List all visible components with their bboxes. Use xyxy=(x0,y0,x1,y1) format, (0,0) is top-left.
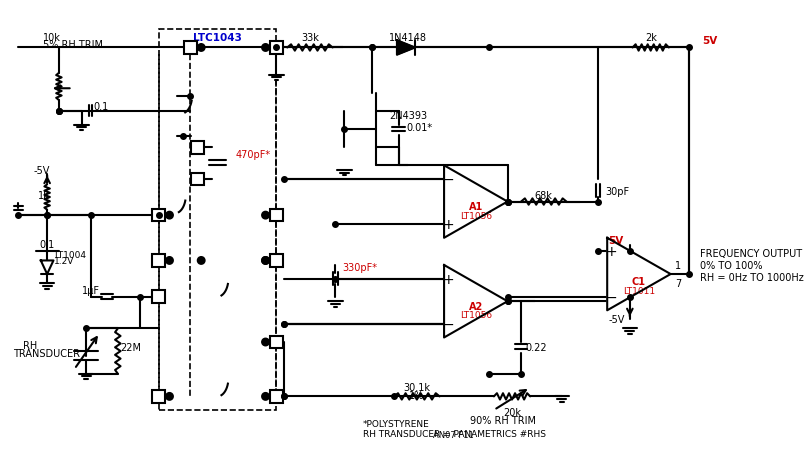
Bar xyxy=(152,390,165,403)
Bar xyxy=(191,173,204,186)
Text: 0.01*: 0.01* xyxy=(406,123,432,133)
Bar xyxy=(159,30,276,410)
Text: LT1011: LT1011 xyxy=(623,286,655,295)
Circle shape xyxy=(166,257,173,264)
Bar xyxy=(152,255,165,267)
Text: LT1056: LT1056 xyxy=(459,211,492,220)
Text: 14: 14 xyxy=(270,211,283,221)
Text: 13: 13 xyxy=(152,211,165,221)
Circle shape xyxy=(166,212,173,219)
Text: 8: 8 xyxy=(273,44,280,53)
Text: 11: 11 xyxy=(191,143,204,153)
Text: AN07 F11: AN07 F11 xyxy=(433,430,473,439)
Text: C1: C1 xyxy=(632,277,646,287)
Circle shape xyxy=(262,257,269,264)
Circle shape xyxy=(262,338,269,346)
Text: 15: 15 xyxy=(270,392,283,401)
Circle shape xyxy=(262,45,269,52)
Text: TRANSDUCER: TRANSDUCER xyxy=(13,348,80,358)
Text: A1: A1 xyxy=(468,201,483,212)
Text: 90% RH TRIM: 90% RH TRIM xyxy=(470,415,536,425)
Text: 33k: 33k xyxy=(301,32,319,43)
Text: 5: 5 xyxy=(273,256,280,266)
Circle shape xyxy=(197,257,205,264)
Text: 1.2V: 1.2V xyxy=(54,257,75,265)
Text: +: + xyxy=(606,245,617,259)
Text: 22M: 22M xyxy=(121,342,142,352)
Text: LTC1043: LTC1043 xyxy=(193,32,242,43)
Text: A2: A2 xyxy=(468,301,483,311)
Polygon shape xyxy=(444,166,508,238)
Text: +: + xyxy=(442,218,455,232)
Text: 2: 2 xyxy=(156,292,162,302)
Text: LT1004: LT1004 xyxy=(54,250,86,259)
Text: 0.1: 0.1 xyxy=(93,102,109,112)
Text: LT1056: LT1056 xyxy=(459,311,492,319)
Text: 20k: 20k xyxy=(503,407,521,417)
Text: -5V: -5V xyxy=(34,165,50,175)
Text: 5V: 5V xyxy=(609,235,624,245)
Text: 30.1k: 30.1k xyxy=(403,382,430,393)
Text: 30pF: 30pF xyxy=(605,186,629,196)
Bar xyxy=(184,42,197,55)
Circle shape xyxy=(262,393,269,400)
Bar xyxy=(270,390,283,403)
Circle shape xyxy=(166,393,173,400)
Text: 18: 18 xyxy=(152,392,165,401)
Text: 1%: 1% xyxy=(409,390,425,400)
Text: 0.22: 0.22 xyxy=(526,342,547,352)
Text: 6: 6 xyxy=(156,256,162,266)
Text: 330pF*: 330pF* xyxy=(343,262,377,272)
Circle shape xyxy=(197,45,205,52)
Text: −: − xyxy=(442,173,455,187)
Bar xyxy=(270,42,283,55)
Text: 7: 7 xyxy=(675,279,681,288)
Text: 1µF: 1µF xyxy=(81,286,100,296)
Bar xyxy=(270,209,283,222)
Bar xyxy=(152,209,165,222)
Text: 2k: 2k xyxy=(645,32,657,43)
Text: FREQUENCY OUTPUT
0% TO 100%
RH = 0Hz TO 1000Hz: FREQUENCY OUTPUT 0% TO 100% RH = 0Hz TO … xyxy=(700,249,804,282)
Bar xyxy=(270,255,283,267)
Text: 1N4148: 1N4148 xyxy=(388,32,427,43)
Text: −: − xyxy=(606,290,617,304)
Text: RH: RH xyxy=(23,340,37,350)
Polygon shape xyxy=(444,265,508,338)
Text: 10k: 10k xyxy=(43,32,60,43)
Circle shape xyxy=(262,257,269,264)
Text: *POLYSTYRENE
RH TRANSDUCER = PANAMETRICS #RHS: *POLYSTYRENE RH TRANSDUCER = PANAMETRICS… xyxy=(363,419,546,438)
Bar xyxy=(191,142,204,154)
Text: -5V: -5V xyxy=(608,315,625,325)
Text: 12: 12 xyxy=(191,175,204,184)
Bar xyxy=(270,336,283,349)
Bar xyxy=(152,291,165,303)
Text: −: − xyxy=(442,317,455,331)
Text: 1k: 1k xyxy=(38,191,50,201)
Circle shape xyxy=(262,212,269,219)
Text: +: + xyxy=(442,272,455,286)
Text: 470pF*: 470pF* xyxy=(235,150,271,160)
Polygon shape xyxy=(397,41,415,56)
Text: 68k: 68k xyxy=(535,191,553,201)
Text: 5% RH TRIM: 5% RH TRIM xyxy=(43,40,102,50)
Polygon shape xyxy=(607,238,671,311)
Text: 3: 3 xyxy=(273,337,280,347)
Text: 5V: 5V xyxy=(702,36,717,46)
Text: 2N4393: 2N4393 xyxy=(389,111,428,121)
Text: 1: 1 xyxy=(675,260,681,270)
Text: 7: 7 xyxy=(187,44,193,53)
Text: 0.1: 0.1 xyxy=(39,240,55,250)
